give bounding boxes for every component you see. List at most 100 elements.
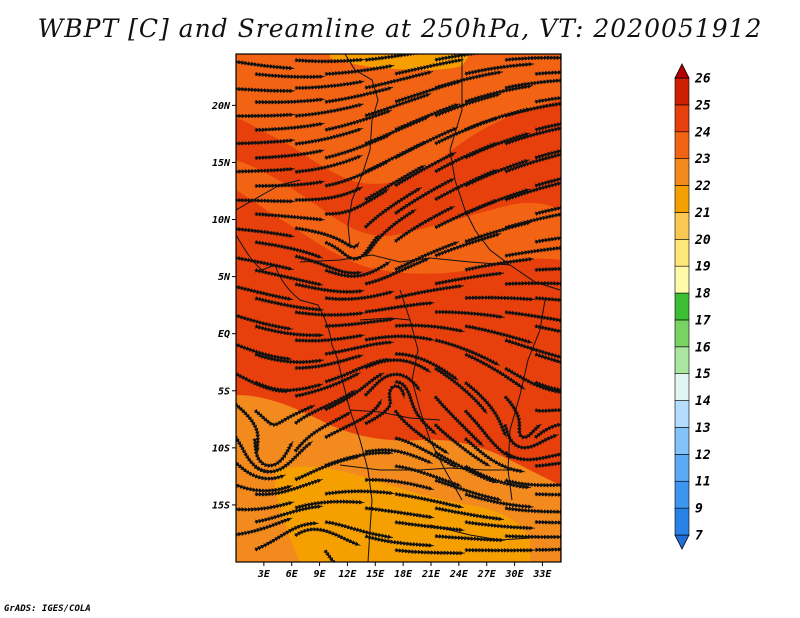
streamline [324, 109, 393, 133]
streamline [534, 458, 561, 469]
credit-label: GrADS: IGES/COLA [4, 604, 91, 614]
streamline [254, 97, 325, 105]
streamline [364, 447, 433, 465]
streamline [534, 91, 561, 105]
streamline [534, 231, 561, 245]
streamline [504, 478, 561, 488]
colorbar-swatch [674, 212, 690, 240]
streamline [534, 380, 561, 399]
streamline [254, 71, 325, 80]
streamline [324, 86, 394, 105]
streamline [364, 54, 434, 63]
streamline [394, 547, 465, 556]
latitude-axis: 20N 15N 10N 5N EQ 5S 10S 15S [211, 101, 236, 511]
streamline [534, 323, 561, 342]
colorbar-level-label: 7 [695, 529, 703, 544]
streamline [464, 257, 535, 272]
streamline [534, 407, 561, 415]
colorbar-level-label: 26 [694, 72, 711, 87]
streamline [254, 211, 325, 222]
lon-tick-label: 24E [449, 569, 469, 580]
colorbar-level-label: 22 [694, 179, 711, 194]
streamline [324, 489, 395, 497]
streamline [534, 295, 561, 307]
colorbar-swatch [674, 373, 690, 401]
colorbar-swatch [674, 185, 690, 213]
streamline [254, 149, 325, 161]
streamline [364, 70, 434, 90]
streamline [434, 533, 505, 543]
streamline [364, 534, 435, 548]
lon-tick-label: 21E [421, 569, 441, 580]
streamline [533, 420, 561, 440]
lat-tick-label: 15S [212, 500, 230, 511]
lat-tick-label: 5S [218, 386, 230, 397]
lon-tick-label: 27E [477, 569, 497, 580]
streamline [254, 296, 324, 312]
streamline [294, 57, 365, 64]
colorbar-level-label: 14 [695, 394, 711, 409]
streamline [364, 300, 435, 315]
streamline [294, 79, 365, 91]
colorbar-swatch [674, 400, 690, 428]
colorbar-swatch [674, 265, 690, 294]
lat-tick-label: 10N [212, 215, 231, 226]
streamline [534, 352, 561, 374]
streamline [324, 340, 394, 357]
lon-tick-label: 33E [532, 569, 552, 580]
streamline [534, 491, 561, 497]
colorbar-arrow-low [674, 534, 690, 550]
colorbar-level-label: 9 [695, 502, 703, 517]
colorbar-arrow-high [674, 63, 690, 79]
colorbar-swatch [674, 131, 690, 159]
streamline [394, 519, 465, 533]
streamline [434, 505, 505, 522]
streamline [464, 295, 535, 302]
lat-tick-label: 20N [211, 101, 231, 112]
streamline [504, 309, 561, 325]
streamline [253, 440, 313, 475]
streamline [534, 69, 561, 77]
lon-tick-label: 12E [338, 569, 357, 580]
streamline [254, 180, 325, 189]
lat-tick-label: 5N [218, 272, 231, 283]
map-frame [235, 53, 562, 563]
streamline [504, 505, 561, 515]
streamline [324, 134, 391, 161]
streamline [364, 477, 435, 491]
colorbar-level-label: 16 [695, 340, 711, 355]
colorbar-level-label: 11 [695, 475, 711, 490]
streamline [294, 455, 361, 482]
country-borders [236, 54, 561, 562]
streamline [434, 271, 505, 286]
colorbar-level-label: 24 [694, 125, 711, 140]
streamline [364, 257, 431, 287]
streamline [324, 64, 395, 77]
lat-tick-label: 15N [212, 158, 231, 169]
streamline [364, 505, 435, 520]
colorbar-swatch [674, 319, 690, 348]
colorbar-swatch [674, 158, 690, 186]
longitude-axis: 3E 6E 9E 12E 15E 18E 21E 24E 27E 30E 33E [257, 562, 552, 580]
streamline [254, 521, 319, 552]
colorbar-swatch [674, 427, 690, 455]
colorbar-swatch [674, 292, 690, 321]
streamline [294, 333, 365, 344]
streamline [323, 549, 384, 562]
streamline [294, 309, 365, 318]
colorbar-level-label: 12 [695, 448, 711, 463]
streamline [434, 309, 505, 319]
colorbar: 7 9 11 12 13 14 15 16 17 18 19 20 21 22 23 24 25 26 [674, 63, 711, 550]
streamline [394, 284, 464, 300]
colorbar-level-label: 13 [695, 421, 711, 436]
colorbar-level-label: 20 [694, 233, 711, 248]
streamline [254, 122, 325, 133]
streamline [394, 491, 464, 509]
colorbar-swatch [674, 238, 690, 267]
lat-tick-label: EQ [218, 329, 230, 340]
streamline [504, 533, 561, 540]
colorbar-level-label: 18 [695, 287, 711, 302]
streamline [364, 334, 435, 343]
lon-tick-label: 15E [366, 569, 385, 580]
colorbar-level-label: 15 [695, 367, 711, 382]
